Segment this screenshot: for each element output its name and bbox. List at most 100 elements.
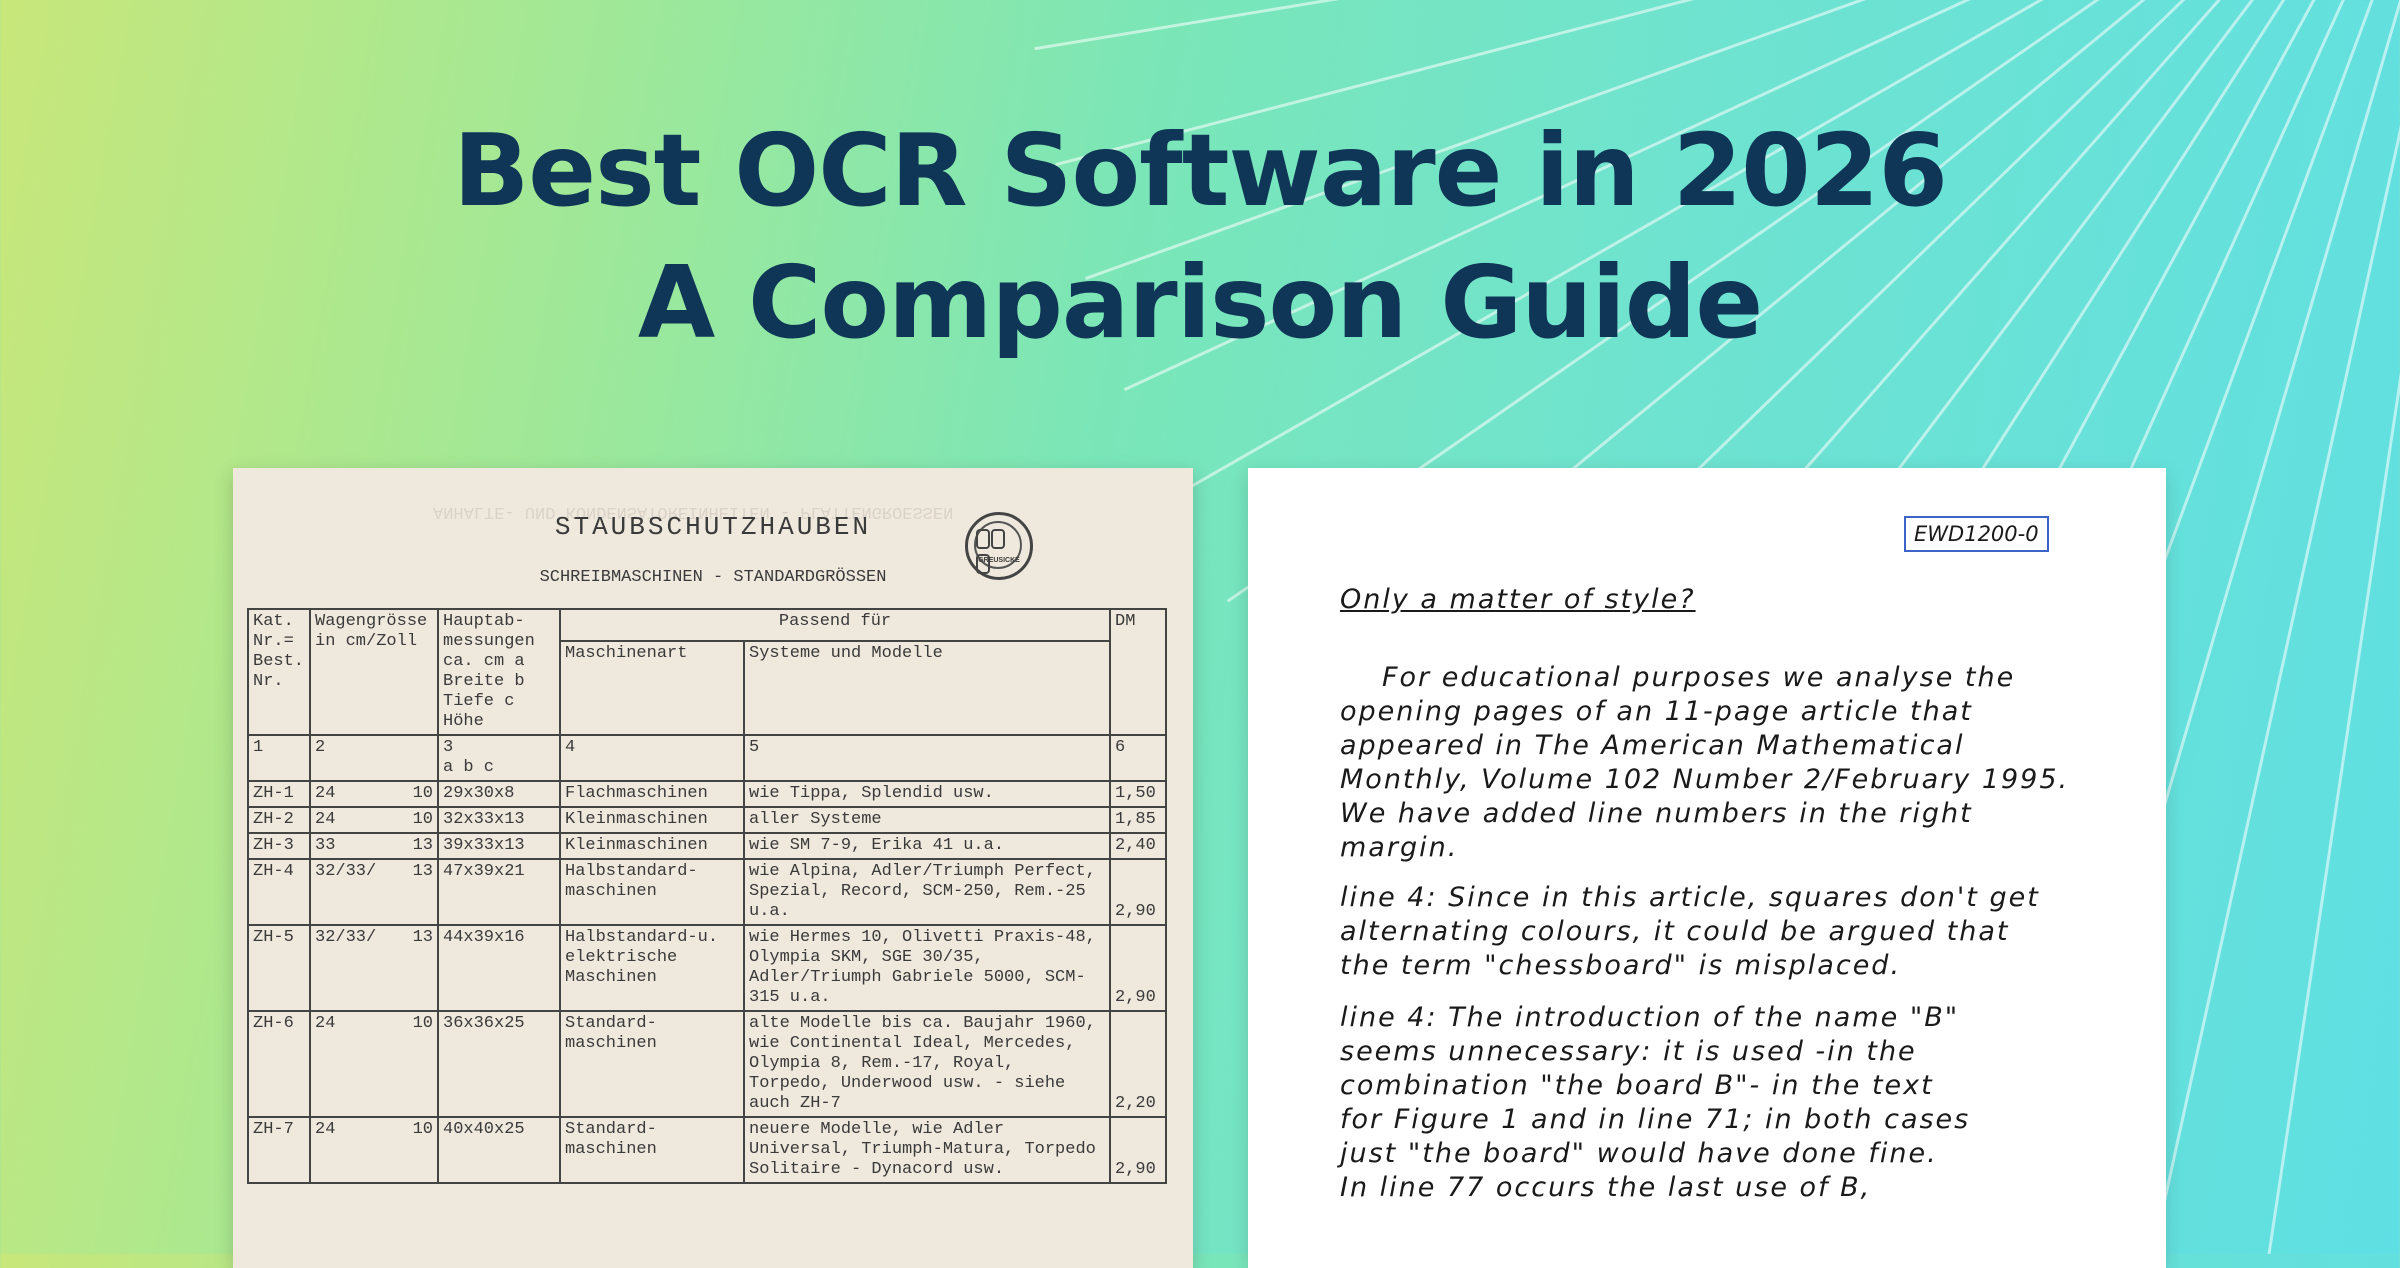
row-maschinenart: Standard- maschinen — [559, 1116, 745, 1184]
row-wagen-cm: 24 — [308, 1010, 401, 1118]
row-modelle: neuere Modelle, wie Adler Universal, Tri… — [743, 1116, 1111, 1184]
row-maschinenart: Halbstandard-u. elektrische Maschinen — [559, 924, 745, 1012]
handwritten-line: seems unnecessary: it is used -in the — [1340, 1036, 1917, 1067]
page-title-line1: Best OCR Software in 2026 — [453, 112, 1948, 229]
document-label: EWD1200-0 — [1904, 516, 2049, 552]
row-wagen-cm: 24 — [308, 780, 401, 808]
row-dimensions: 32x33x13 — [437, 806, 561, 834]
table-row: ZH-2 24 10 32x33x13 Kleinmaschinen aller Syst… — [247, 806, 1167, 834]
col-header-haupt: Hauptab- messungen ca. cm a Breite b Tie… — [437, 608, 561, 736]
row-dimensions: 36x36x25 — [437, 1010, 561, 1118]
row-dimensions: 39x33x13 — [437, 832, 561, 860]
ray-line — [1055, 0, 1695, 167]
row-maschinenart: Kleinmaschinen — [559, 832, 745, 860]
handwritten-line: alternating colours, it could be argued … — [1340, 916, 2010, 947]
col-number: 1 — [247, 734, 311, 782]
company-seal: GREUSICKE — [965, 512, 1033, 580]
handwritten-line: We have added line numbers in the right — [1340, 798, 1973, 829]
row-maschinenart: Standard- maschinen — [559, 1010, 745, 1118]
table-row: ZH-6 24 10 36x36x25 Standard- maschinen alte … — [247, 1010, 1167, 1118]
row-kat: ZH-7 — [247, 1116, 311, 1184]
row-price: 2,40 — [1109, 832, 1167, 860]
ray-line — [1226, 0, 2100, 603]
ray-line — [1034, 0, 1340, 51]
row-price: 1,85 — [1109, 806, 1167, 834]
table-row: ZH-5 32/33/13 44x39x16 Halbstandard-u. elek… — [247, 924, 1167, 1012]
row-wagen-cm: 32/33/ — [308, 924, 401, 1012]
row-dimensions: 47x39x21 — [437, 858, 561, 926]
col-header-systeme: Systeme und Modelle — [743, 640, 1111, 736]
row-price: 2,20 — [1109, 1010, 1167, 1118]
row-modelle: aller Systeme — [743, 806, 1111, 834]
row-price: 1,50 — [1109, 780, 1167, 808]
table-row: ZH-4 32/33/13 47x39x21 Halbstandard- maschi… — [247, 858, 1167, 926]
col-header-wagen: Wagengrösse in cm/Zoll — [309, 608, 439, 736]
row-kat: ZH-1 — [247, 780, 311, 808]
row-modelle: wie Alpina, Adler/Triumph Perfect, Spezi… — [743, 858, 1111, 926]
row-maschinenart: Kleinmaschinen — [559, 806, 745, 834]
handwritten-line: the term "chessboard" is misplaced. — [1340, 950, 1902, 981]
document-heading: STAUBSCHUTZHAUBEN — [554, 512, 872, 542]
handwritten-line: Monthly, Volume 102 Number 2/February 19… — [1340, 764, 2070, 795]
ray-line — [2151, 125, 2400, 1254]
handwritten-line: for Figure 1 and in line 71; in both cas… — [1340, 1104, 1971, 1135]
col-header-maschinenart: Maschinenart — [559, 640, 745, 736]
col-header-kat: Kat. Nr.= Best. Nr. — [247, 608, 311, 736]
table-row: ZH-1 24 10 29x30x8 Flachmaschinen wie Tippa, … — [247, 780, 1167, 808]
row-kat: ZH-6 — [247, 1010, 311, 1118]
row-modelle: wie Tippa, Splendid usw. — [743, 780, 1111, 808]
row-wagen-zoll: 13 — [400, 832, 439, 860]
ray-line — [1171, 0, 2044, 499]
row-wagen-zoll: 13 — [400, 858, 439, 926]
ray-line — [1123, 0, 1971, 392]
row-price: 2,90 — [1109, 1116, 1167, 1184]
col-number: 2 — [309, 734, 439, 782]
row-price: 2,90 — [1109, 924, 1167, 1012]
row-modelle: alte Modelle bis ca. Baujahr 1960, wie C… — [743, 1010, 1111, 1118]
handwritten-heading: Only a matter of style? — [1340, 584, 1696, 615]
page-title-line2: A Comparison Guide — [637, 244, 1763, 361]
product-table: Kat. Nr.= Best. Nr. Wagengrösse in cm/Zo… — [247, 608, 1167, 1184]
handwritten-line: appeared in The American Mathematical — [1340, 730, 1965, 761]
handwritten-document-image: EWD1200-0 Only a matter of style? For ed… — [1248, 468, 2166, 1268]
table-row: ZH-7 24 10 40x40x25 Standard- maschinen neuer… — [247, 1116, 1167, 1184]
row-kat: ZH-2 — [247, 806, 311, 834]
col-header-passend: Passend für — [559, 608, 1111, 642]
row-kat: ZH-4 — [247, 858, 311, 926]
row-wagen-zoll: 13 — [400, 924, 439, 1012]
table-row: ZH-3 33 13 39x33x13 Kleinmaschinen wie SM 7-9… — [247, 832, 1167, 860]
document-subheading: SCHREIBMASCHINEN - STANDARDGRÖSSEN — [539, 568, 887, 587]
row-price: 2,90 — [1109, 858, 1167, 926]
seal-text: GREUSICKE — [978, 557, 1020, 564]
col-number: 4 — [559, 734, 745, 782]
row-wagen-zoll: 10 — [400, 1116, 439, 1184]
row-wagen-cm: 24 — [308, 1116, 401, 1184]
ray-line — [2267, 371, 2400, 1254]
handwritten-line: In line 77 occurs the last use of B, — [1340, 1172, 1872, 1203]
ray-line — [1085, 0, 1867, 280]
row-modelle: wie SM 7-9, Erika 41 u.a. — [743, 832, 1111, 860]
handwritten-line: line 4: The introduction of the name "B" — [1340, 1002, 1960, 1033]
handwritten-line: combination "the board B"- in the text — [1340, 1070, 1934, 1101]
row-kat: ZH-3 — [247, 832, 311, 860]
scanned-document-image: ANHALTE- UND KONDENSATOREINHEITEN - PLAT… — [233, 468, 1193, 1268]
handwritten-line: For educational purposes we analyse the — [1382, 662, 2016, 693]
row-wagen-zoll: 10 — [400, 1010, 439, 1118]
row-maschinenart: Flachmaschinen — [559, 780, 745, 808]
row-maschinenart: Halbstandard- maschinen — [559, 858, 745, 926]
row-dimensions: 44x39x16 — [437, 924, 561, 1012]
row-wagen-zoll: 10 — [400, 806, 439, 834]
row-wagen-cm: 33 — [308, 832, 401, 860]
row-kat: ZH-5 — [247, 924, 311, 1012]
col-header-dm: DM — [1109, 608, 1167, 736]
abc-label: a b c — [443, 758, 495, 777]
handwritten-line: just "the board" would have done fine. — [1340, 1138, 1938, 1169]
row-wagen-zoll: 10 — [400, 780, 439, 808]
row-wagen-cm: 32/33/ — [308, 858, 401, 926]
col-number: 6 — [1109, 734, 1167, 782]
row-dimensions: 40x40x25 — [437, 1116, 561, 1184]
col-number: 5 — [743, 734, 1111, 782]
handwritten-line: opening pages of an 11-page article that — [1340, 696, 1973, 727]
handwritten-line: line 4: Since in this article, squares d… — [1340, 882, 2040, 913]
